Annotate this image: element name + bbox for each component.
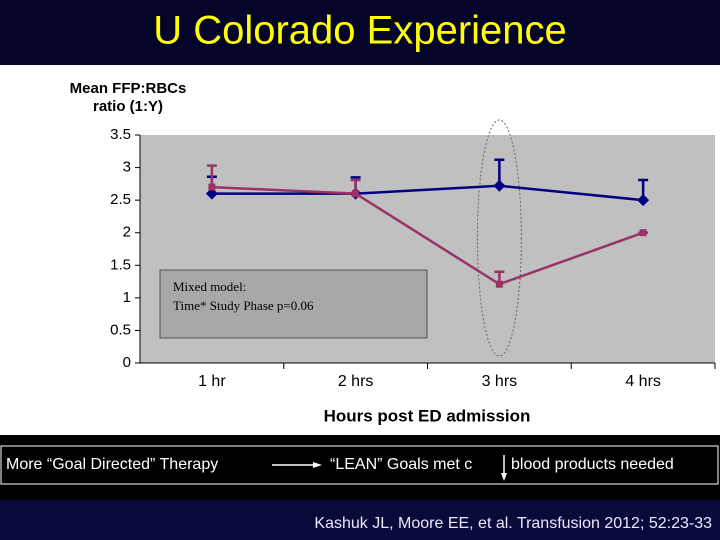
y-tick-label: 0 (123, 354, 131, 371)
annotation: Mixed model: (173, 279, 246, 294)
note: “LEAN” Goals met c (330, 456, 472, 473)
highlight-ellipse (476, 119, 522, 357)
y-tick-label: 3 (123, 159, 131, 176)
x-tick-label: 1 hr (198, 373, 226, 390)
arrow-head (313, 462, 322, 468)
citation: Kashuk JL, Moore EE, et al. Transfusion … (314, 515, 712, 532)
y-tick-label: 2 (123, 224, 131, 241)
title-band (0, 0, 720, 65)
y-tick-label: 3.5 (110, 126, 131, 143)
marker (639, 229, 647, 237)
series-line (211, 184, 644, 202)
y-tick-label: 1.5 (110, 256, 131, 273)
y-tick-label: 1 (123, 289, 131, 306)
arrow-head (501, 473, 507, 481)
y-axis-label: ratio (1:Y) (93, 98, 163, 115)
y-axis-label: Mean FFP:RBCs (70, 80, 187, 97)
x-tick-label: 2 hrs (338, 373, 374, 390)
marker (352, 190, 360, 198)
note: blood products needed (511, 456, 674, 473)
x-tick-label: 3 hrs (482, 373, 518, 390)
annotation: Time* Study Phase p=0.06 (173, 298, 314, 313)
annotation-box (159, 269, 428, 339)
x-tick-label: 4 hrs (625, 373, 661, 390)
notes-border (0, 445, 719, 485)
error-bar (206, 164, 217, 188)
y-tick-label: 0.5 (110, 321, 131, 338)
marker (493, 179, 506, 192)
x-axis-label: Hours post ED admission (324, 406, 531, 425)
marker (495, 280, 503, 288)
marker (205, 187, 218, 200)
marker (208, 183, 216, 191)
slide-title: U Colorado Experience (153, 9, 567, 53)
y-tick-label: 2.5 (110, 191, 131, 208)
series-line (211, 185, 644, 286)
note: More “Goal Directed” Therapy (6, 456, 218, 473)
marker (637, 194, 650, 207)
